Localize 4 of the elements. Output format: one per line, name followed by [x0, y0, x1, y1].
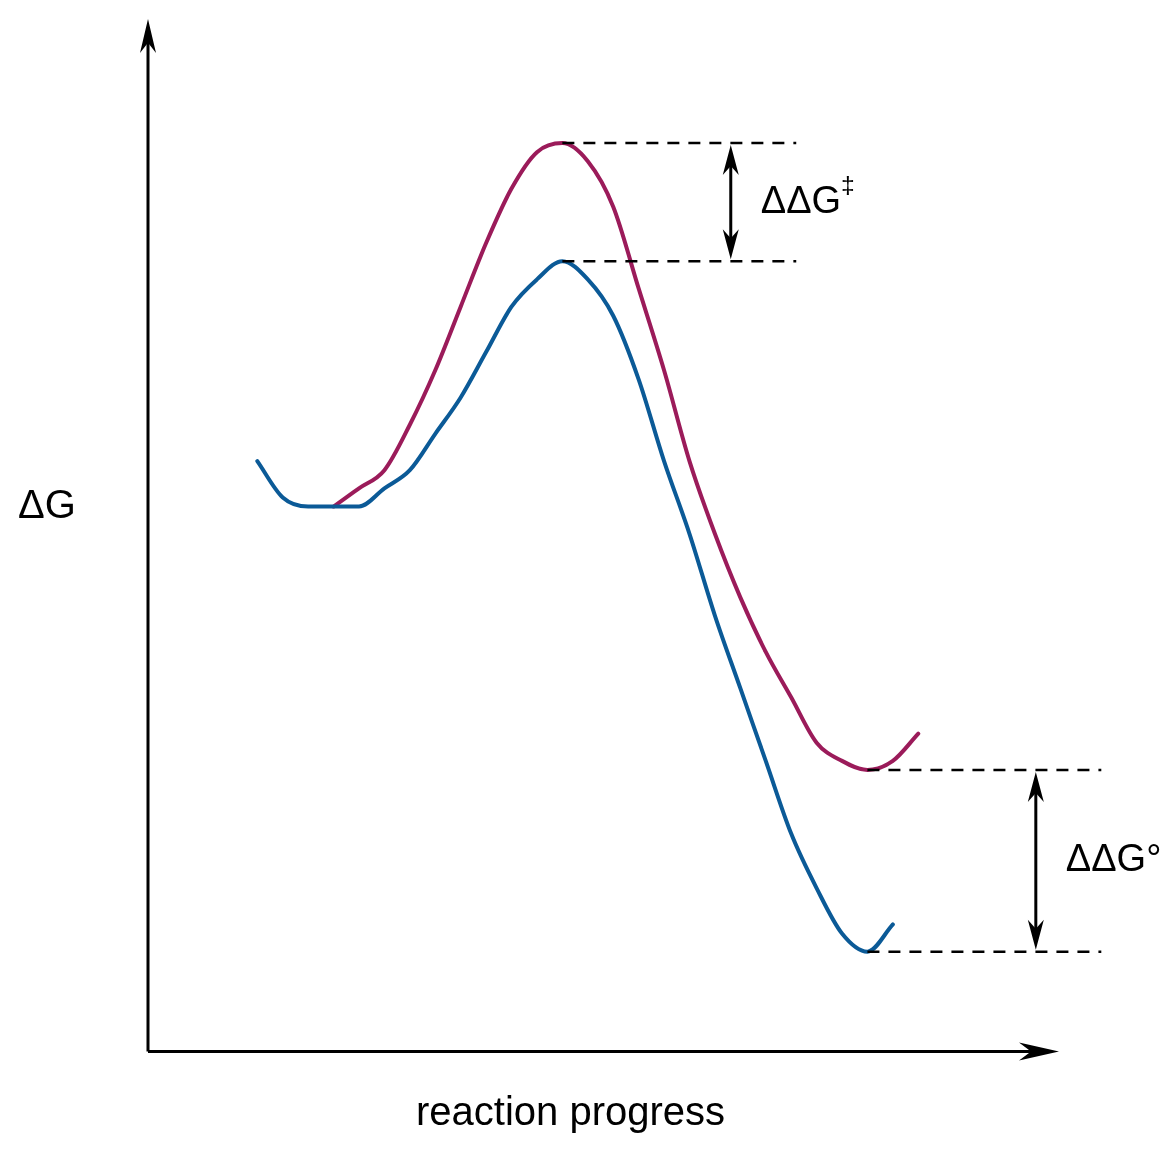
text: ΔΔG°	[1065, 837, 1162, 880]
x-axis-title: reaction progress	[415, 1088, 726, 1133]
annotation: ΔΔG‡	[760, 171, 855, 221]
y-axis-title: ΔG	[18, 481, 76, 526]
